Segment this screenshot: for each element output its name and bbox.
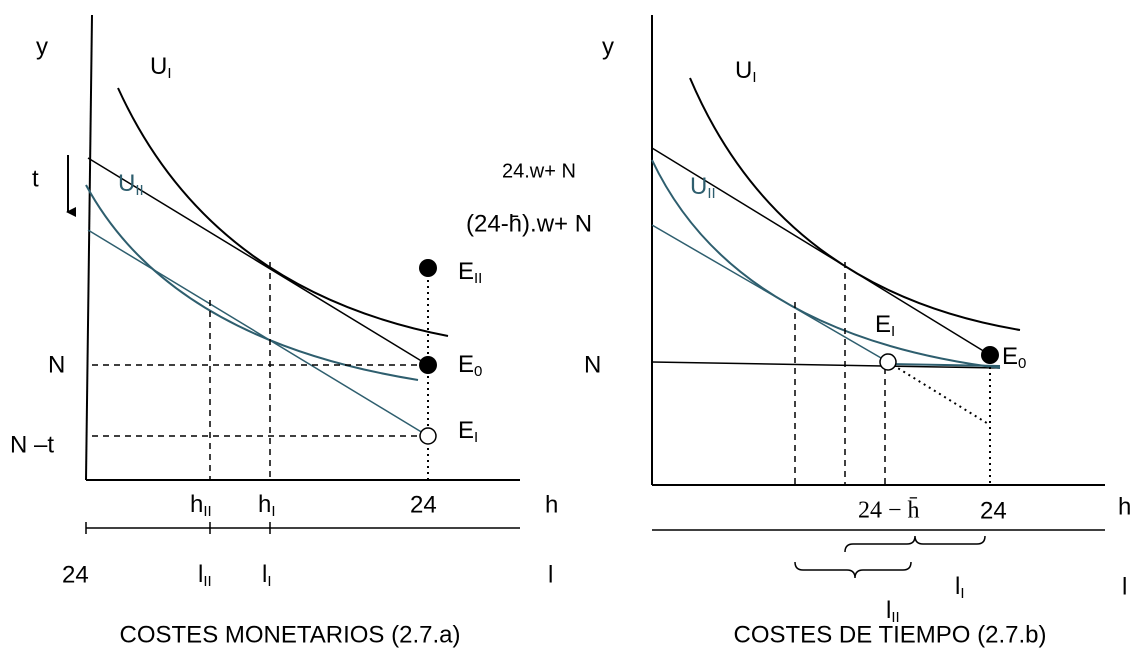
label: l <box>955 573 960 600</box>
label: U <box>735 57 752 84</box>
point <box>981 346 999 364</box>
label: N –t <box>10 431 54 458</box>
label: lI <box>955 573 965 602</box>
label: h <box>545 491 558 518</box>
label: I <box>891 323 895 340</box>
label: UII <box>690 173 716 202</box>
label: I <box>474 429 478 446</box>
left-panel <box>66 14 520 534</box>
budget-line <box>651 147 991 356</box>
brace <box>844 535 986 553</box>
left-labels: y UI t UII EII N E0 N –t EI hII hI 24 h … <box>10 33 558 648</box>
right-panel <box>651 15 1105 579</box>
label: I <box>960 585 964 602</box>
label: (24-h̄).w+ N <box>466 210 592 237</box>
label: 24 <box>980 497 1007 524</box>
label: E <box>458 417 474 444</box>
label: UI <box>150 53 172 82</box>
label: 24 <box>62 561 89 588</box>
label: l <box>198 561 203 588</box>
point <box>419 427 437 445</box>
label: 24.w+ N <box>502 160 576 182</box>
label: EI <box>458 417 478 446</box>
label: l <box>262 561 267 588</box>
label: II <box>474 270 482 287</box>
label: 24 − h̄ <box>858 497 920 523</box>
label: II <box>891 609 899 626</box>
point <box>419 356 437 374</box>
label: I <box>271 503 275 520</box>
label: 0 <box>474 363 482 380</box>
label: II <box>135 182 143 199</box>
label: E0 <box>1002 343 1026 372</box>
label: lII <box>198 561 212 590</box>
label: h <box>190 491 203 518</box>
indifference-curve <box>651 159 1001 369</box>
label: 24 <box>410 491 437 518</box>
budget-line <box>87 157 429 366</box>
label: hI <box>258 491 276 520</box>
label: y <box>602 33 614 60</box>
budget-line <box>87 229 429 437</box>
label: U <box>690 173 707 200</box>
right-labels: y UI 24.w+ N (24-h̄).w+ N UII EI N E0 24… <box>466 33 1131 648</box>
caption: COSTES MONETARIOS (2.7.a) <box>120 621 461 648</box>
brace <box>794 561 912 579</box>
label: E <box>458 258 474 285</box>
label: I <box>267 573 271 590</box>
label: U <box>150 53 167 80</box>
label: hII <box>190 491 212 520</box>
label: y <box>36 33 48 60</box>
label: E0 <box>458 351 482 380</box>
label: lI <box>262 561 272 590</box>
label: UII <box>118 170 144 199</box>
label: E <box>1002 343 1018 370</box>
label: N <box>584 351 601 378</box>
indifference-curve <box>689 77 1021 331</box>
indifference-curve <box>117 87 449 337</box>
label: E <box>458 351 474 378</box>
label: t <box>32 165 39 192</box>
label: EI <box>875 311 895 340</box>
indifference-curve <box>85 184 419 381</box>
label: I <box>167 65 171 82</box>
budget-line <box>651 361 1001 369</box>
caption: COSTES DE TIEMPO (2.7.b) <box>734 621 1047 648</box>
label: 0 <box>1018 355 1026 372</box>
label: h <box>1118 493 1131 520</box>
label: UI <box>735 57 757 86</box>
label: l <box>886 597 891 624</box>
label: E <box>875 311 891 338</box>
label: lII <box>886 597 900 626</box>
label: II <box>203 573 211 590</box>
y-axis <box>85 14 93 481</box>
point <box>879 353 897 371</box>
label: U <box>118 170 135 197</box>
label: h <box>258 491 271 518</box>
label: II <box>203 503 211 520</box>
point <box>419 259 437 277</box>
label: I <box>752 69 756 86</box>
label: EII <box>458 258 482 287</box>
label: N <box>48 351 65 378</box>
label: II <box>707 185 715 202</box>
label: l <box>548 561 553 588</box>
guide-line <box>887 361 991 426</box>
label: l <box>1122 573 1127 600</box>
